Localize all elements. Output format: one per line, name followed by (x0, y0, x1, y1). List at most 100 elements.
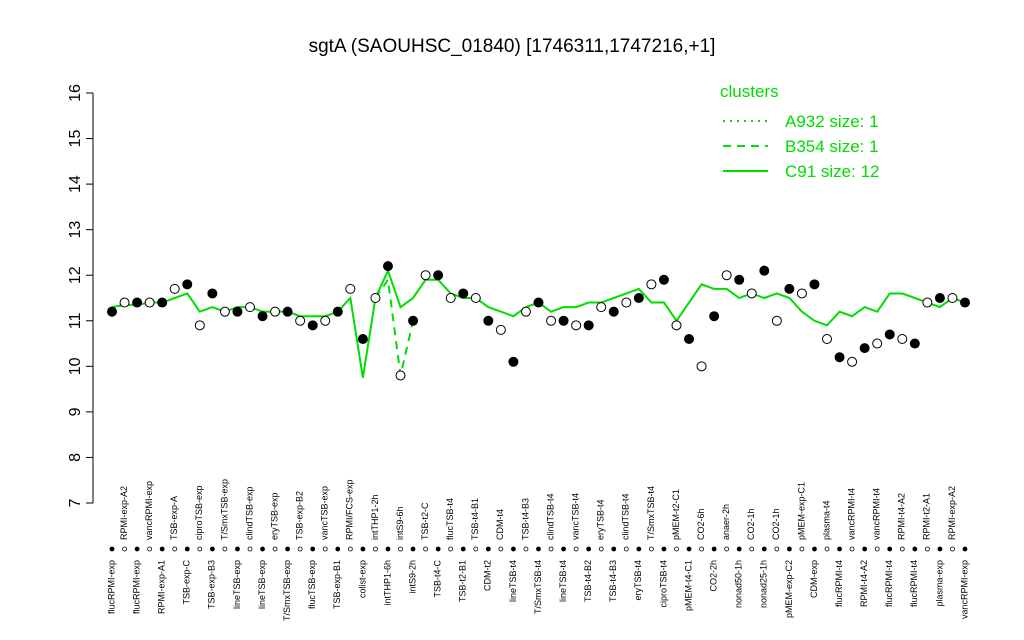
sample-dot (837, 546, 842, 552)
x-tick-label: plasma-exp (934, 560, 944, 607)
x-tick-label: TSB-exp-B1 (332, 560, 342, 609)
sample-dot (297, 546, 303, 552)
sample-dot (172, 546, 178, 552)
x-tick-label: flucTSB-exp (307, 560, 317, 609)
data-point (270, 306, 281, 317)
data-point (583, 320, 594, 331)
sample-dot (899, 546, 905, 552)
x-tick-label: lineTSB-t4 (508, 560, 518, 602)
sample-dot (260, 546, 265, 552)
x-tick-label: pMEM-exp-C2 (784, 560, 794, 618)
x-tick-label: TSB-t2-C (420, 502, 430, 540)
x-tick-label: CDM-t2 (483, 560, 493, 591)
sample-dot (786, 546, 792, 552)
x-tick-label: RPMI/FCS-exp (345, 479, 355, 540)
data-point (809, 279, 820, 290)
x-tick-label: clindTSB-exp (244, 486, 254, 540)
data-point (119, 297, 130, 308)
sample-dot (887, 546, 893, 552)
x-tick-label: flucRPMI-t4 (884, 560, 894, 607)
sample-dot (536, 546, 541, 552)
x-tick-label: TSB-exp-C (182, 560, 192, 605)
x-tick-label: vancTSB-t4 (571, 493, 581, 540)
data-point (483, 315, 494, 326)
x-tick-label: vancRPMI-t4 (846, 488, 856, 540)
data-point (671, 320, 682, 331)
sample-dot (285, 546, 291, 552)
sample-dot (812, 546, 817, 552)
x-tick-label: flucRPMI-t4 (909, 560, 919, 607)
sample-dot (159, 546, 165, 552)
data-point (420, 270, 431, 281)
data-point (822, 334, 833, 344)
y-tick-label: 14 (67, 175, 84, 193)
x-tick-label: eryTSB-t4 (596, 499, 606, 540)
data-point (684, 334, 695, 344)
sample-dot (473, 546, 479, 552)
data-point (282, 306, 293, 317)
x-tick-label: RPMI-t4-A2 (859, 560, 869, 607)
sample-dot (874, 546, 880, 552)
x-tick-label: T/SmxTSB-t4 (646, 486, 656, 540)
x-tick-label: RPMI-exp-A2 (947, 486, 957, 540)
data-point (132, 297, 143, 308)
sample-dot (724, 546, 730, 552)
sample-dot (636, 546, 642, 552)
sample-dot (962, 546, 968, 552)
y-tick-label: 7 (67, 498, 84, 507)
data-point (934, 293, 945, 303)
sample-dot (360, 546, 366, 552)
x-tick-label: lineTSB-t4 (558, 560, 568, 602)
data-point (144, 297, 155, 308)
x-tick-label: eryTSB-t4 (633, 560, 643, 601)
data-point (796, 288, 807, 299)
sample-dot (849, 546, 855, 552)
sample-dot (912, 546, 918, 552)
data-point (734, 274, 745, 285)
data-point (533, 297, 544, 308)
sample-dot (611, 546, 617, 552)
sample-dot (235, 546, 240, 552)
legend-title: clusters (720, 82, 779, 101)
legend-label: C91 size: 12 (785, 162, 880, 181)
x-tick-label: TSB-t4-B3 (520, 498, 530, 540)
x-tick-label: clindTSB-t4 (545, 493, 555, 540)
data-point (696, 361, 707, 372)
data-point (320, 315, 331, 326)
data-point (608, 306, 619, 317)
x-tick-label: TSB-t4-B3 (608, 560, 618, 602)
x-tick-label: vancRPMI-exp (959, 560, 969, 619)
x-tick-label: eryTSB-exp (269, 492, 279, 540)
x-tick-label: RPMI-exp-A2 (119, 486, 129, 540)
y-tick-label: 8 (67, 453, 84, 462)
chart-title: sgtA (SAOUHSC_01840) [1746311,1747216,+1… (309, 36, 716, 57)
x-tick-label: TSB-t2-B1 (458, 560, 468, 602)
sample-dot (950, 546, 955, 552)
data-point (960, 297, 970, 308)
data-point (207, 288, 218, 299)
sample-dot (799, 546, 805, 552)
data-point (169, 283, 180, 294)
data-point (458, 288, 469, 299)
y-tick-label: 9 (67, 407, 84, 416)
data-point (182, 279, 193, 290)
x-tick-label: RPMI-t2-A1 (922, 493, 932, 540)
x-tick-label: clindTSB-t4 (621, 493, 631, 540)
data-point (244, 302, 255, 313)
data-point (784, 283, 795, 294)
x-tick-label: intTHP1-2h (370, 494, 380, 540)
data-point (872, 338, 883, 349)
sample-dot (485, 546, 491, 552)
x-tick-label: nonad50-1h (734, 560, 744, 608)
sample-dot (623, 546, 629, 552)
data-point (909, 338, 920, 349)
data-point (257, 311, 268, 322)
sample-dot (749, 546, 755, 552)
sample-dot (736, 546, 742, 552)
sample-dot (435, 546, 441, 552)
x-tick-label: flucRPMI-exp (131, 560, 141, 614)
x-tick-label: TSB-t4-B1 (470, 498, 480, 540)
data-point (596, 302, 607, 313)
data-point (546, 315, 557, 326)
sample-dot (937, 546, 943, 552)
